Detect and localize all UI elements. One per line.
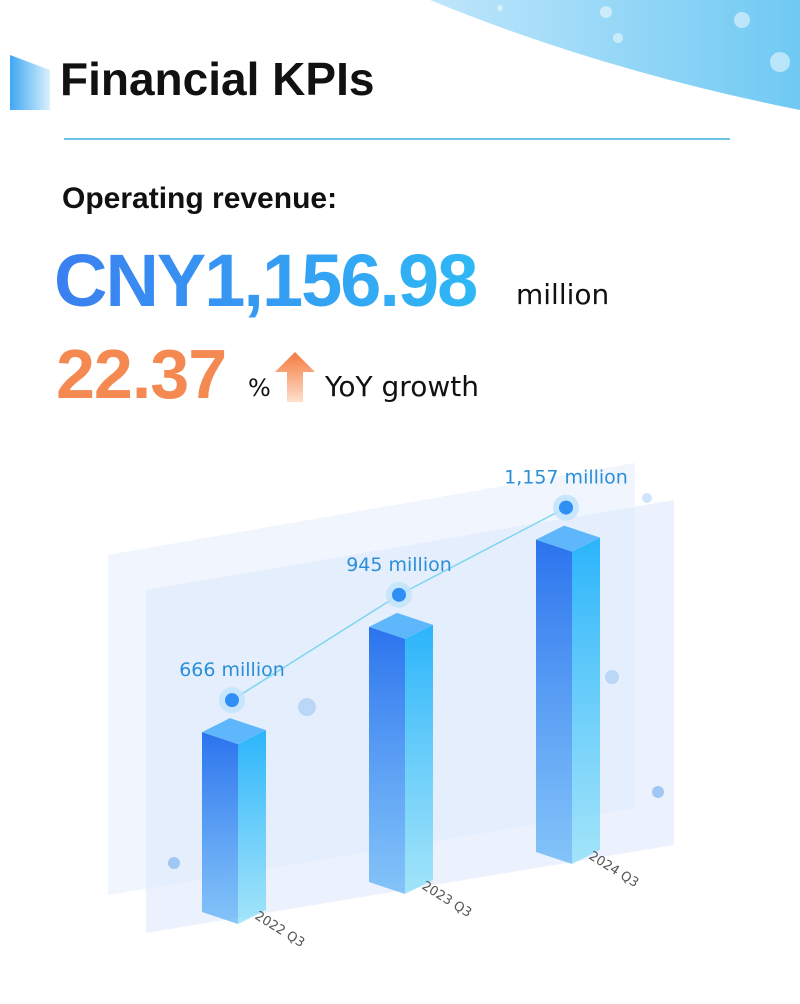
up-arrow [275,352,315,402]
bar [369,612,433,894]
x-tick-label: 2022 Q3 [252,909,307,951]
point [559,500,573,515]
bar-front [202,732,238,924]
bar-side [405,624,433,894]
bar-side [572,537,600,864]
growth-unit: % [248,374,271,402]
decor-swoosh [430,0,800,110]
bar-top [202,718,266,745]
bar-top [369,612,433,639]
value-label: 666 million [179,659,285,681]
x-tick-label: 2023 Q3 [419,879,474,921]
point [392,587,406,602]
bar-side [238,730,266,924]
decor-dots [168,493,664,869]
bar-front [369,626,405,894]
value-label: 1,157 million [504,467,628,489]
bar-front [536,539,572,864]
growth-value: 22.37 [56,335,227,413]
value-label: 945 million [346,554,452,576]
growth-label: YoY growth [325,370,479,403]
kpi-label: Operating revenue: [62,182,338,215]
kpi-value: CNY1,156.98 [54,239,478,322]
title-marker [10,55,50,110]
bar [202,718,266,924]
title: Financial KPIs [60,53,375,105]
bar [536,525,600,864]
decor-bubbles [497,5,790,72]
kpi-unit: million [516,278,610,311]
point [225,693,239,708]
bar-top [536,525,600,552]
